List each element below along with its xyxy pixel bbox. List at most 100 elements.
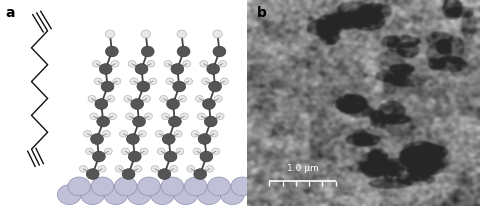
Circle shape xyxy=(95,99,108,109)
Circle shape xyxy=(88,95,96,102)
Circle shape xyxy=(105,30,115,38)
Circle shape xyxy=(120,131,127,137)
Circle shape xyxy=(164,151,177,162)
Circle shape xyxy=(200,61,208,67)
Circle shape xyxy=(213,46,226,57)
Circle shape xyxy=(107,95,115,102)
Circle shape xyxy=(113,78,121,85)
Circle shape xyxy=(205,166,214,172)
Circle shape xyxy=(174,185,198,205)
Circle shape xyxy=(126,134,139,144)
Circle shape xyxy=(132,116,145,127)
Circle shape xyxy=(170,166,178,172)
Circle shape xyxy=(91,177,114,196)
Text: b: b xyxy=(256,6,266,20)
Circle shape xyxy=(210,131,218,137)
Circle shape xyxy=(143,95,151,102)
Circle shape xyxy=(208,177,230,196)
Circle shape xyxy=(128,151,141,162)
Circle shape xyxy=(138,131,146,137)
Circle shape xyxy=(219,61,227,67)
Circle shape xyxy=(162,113,169,119)
Circle shape xyxy=(140,148,148,154)
Circle shape xyxy=(184,177,207,196)
Circle shape xyxy=(183,61,191,67)
Circle shape xyxy=(213,30,222,38)
Circle shape xyxy=(191,131,199,137)
Circle shape xyxy=(131,99,144,109)
Circle shape xyxy=(81,185,104,205)
Circle shape xyxy=(57,185,81,205)
Circle shape xyxy=(135,64,148,74)
Text: 1.0 μm: 1.0 μm xyxy=(287,164,318,173)
Circle shape xyxy=(126,113,133,119)
Circle shape xyxy=(90,113,98,119)
Circle shape xyxy=(160,95,168,102)
Circle shape xyxy=(111,61,119,67)
Circle shape xyxy=(86,169,99,179)
Circle shape xyxy=(137,81,150,92)
Circle shape xyxy=(179,95,186,102)
Circle shape xyxy=(161,177,184,196)
Circle shape xyxy=(92,61,100,67)
Circle shape xyxy=(104,185,128,205)
Circle shape xyxy=(114,177,137,196)
Circle shape xyxy=(151,185,174,205)
Circle shape xyxy=(124,95,132,102)
Circle shape xyxy=(209,81,221,92)
Circle shape xyxy=(149,78,157,85)
Circle shape xyxy=(158,169,171,179)
Text: a: a xyxy=(5,6,14,20)
Circle shape xyxy=(197,185,221,205)
Circle shape xyxy=(128,61,136,67)
Circle shape xyxy=(102,131,110,137)
Circle shape xyxy=(138,177,160,196)
Circle shape xyxy=(231,177,253,196)
Circle shape xyxy=(177,46,190,57)
Circle shape xyxy=(156,131,163,137)
Circle shape xyxy=(127,185,151,205)
Circle shape xyxy=(108,113,117,119)
Circle shape xyxy=(204,116,217,127)
Circle shape xyxy=(147,61,155,67)
Circle shape xyxy=(207,64,220,74)
Circle shape xyxy=(194,169,207,179)
Circle shape xyxy=(164,61,172,67)
Circle shape xyxy=(167,99,180,109)
Circle shape xyxy=(193,148,201,154)
Circle shape xyxy=(122,169,135,179)
Circle shape xyxy=(97,116,109,127)
Circle shape xyxy=(180,113,188,119)
Circle shape xyxy=(195,95,204,102)
Circle shape xyxy=(200,151,213,162)
Circle shape xyxy=(91,134,104,144)
Circle shape xyxy=(220,78,228,85)
Circle shape xyxy=(101,81,114,92)
Circle shape xyxy=(134,166,142,172)
Circle shape xyxy=(166,78,174,85)
Circle shape xyxy=(68,177,90,196)
Circle shape xyxy=(177,30,186,38)
Circle shape xyxy=(157,148,165,154)
Circle shape xyxy=(212,148,220,154)
Circle shape xyxy=(220,185,244,205)
Circle shape xyxy=(93,151,105,162)
Circle shape xyxy=(202,78,210,85)
Circle shape xyxy=(94,78,102,85)
Circle shape xyxy=(187,166,195,172)
Circle shape xyxy=(141,46,154,57)
Circle shape xyxy=(216,113,224,119)
Circle shape xyxy=(215,95,222,102)
Circle shape xyxy=(185,78,192,85)
Circle shape xyxy=(84,131,92,137)
Circle shape xyxy=(144,113,152,119)
Circle shape xyxy=(85,148,94,154)
Circle shape xyxy=(176,148,184,154)
Circle shape xyxy=(162,134,175,144)
Circle shape xyxy=(171,64,184,74)
Circle shape xyxy=(173,81,186,92)
Circle shape xyxy=(104,148,112,154)
Circle shape xyxy=(203,99,216,109)
Circle shape xyxy=(106,46,118,57)
Circle shape xyxy=(141,30,151,38)
